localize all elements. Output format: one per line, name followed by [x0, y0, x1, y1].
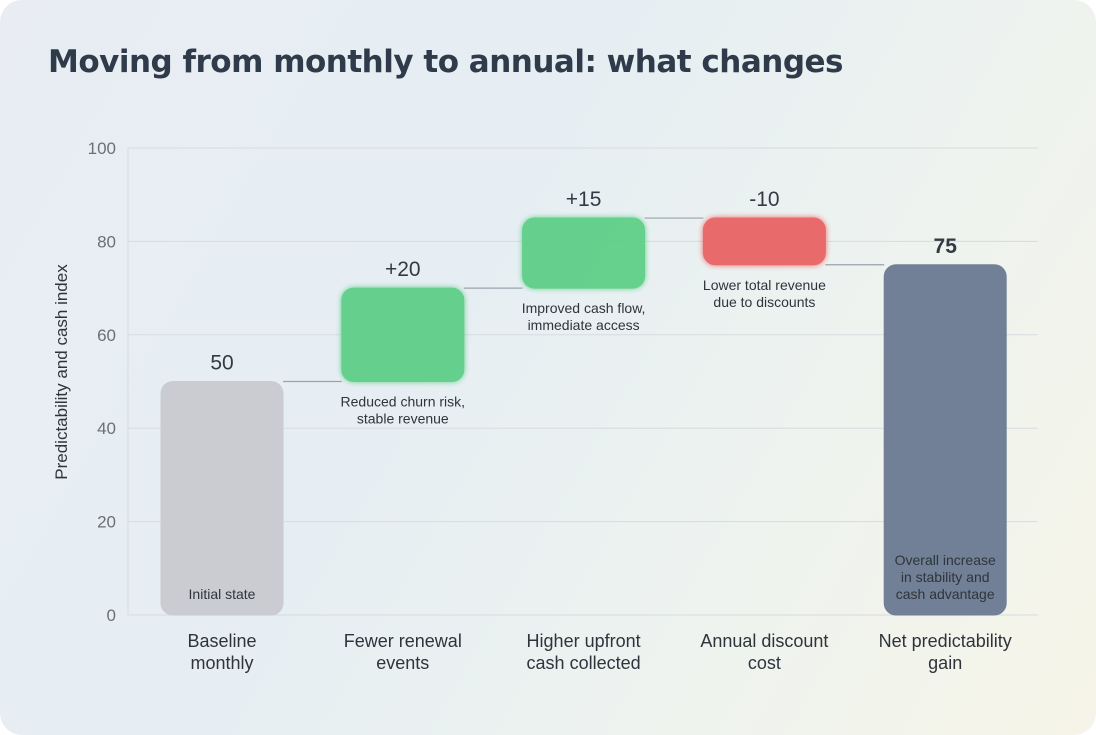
y-tick-label: 60	[97, 326, 116, 345]
data-label: +20	[385, 258, 421, 281]
x-tick-label: Higher upfront	[527, 631, 641, 651]
x-tick-label: Baseline	[187, 631, 256, 651]
data-label: +15	[566, 188, 602, 211]
x-tick-label: monthly	[190, 653, 253, 673]
x-tick-label: Fewer renewal	[344, 631, 462, 651]
y-tick-label: 20	[97, 513, 116, 532]
x-tick-label: gain	[928, 653, 962, 673]
y-axis-label: Predictability and cash index	[52, 264, 71, 480]
bar-annotation: Improved cash flow,	[522, 300, 646, 316]
y-tick-label: 80	[97, 232, 116, 251]
bar-total	[160, 381, 284, 616]
bar-annotation: cash advantage	[896, 586, 995, 602]
bar-annotation: in stability and	[901, 569, 990, 585]
data-label: 50	[210, 352, 233, 375]
bar-annotation: immediate access	[528, 317, 640, 333]
y-tick-label: 40	[97, 419, 116, 438]
chart-title: Moving from monthly to annual: what chan…	[48, 44, 844, 80]
bar-annotation: Initial state	[189, 586, 256, 602]
data-label: 75	[934, 235, 958, 258]
x-tick-label: cost	[748, 653, 781, 673]
x-tick-label: Annual discount	[700, 631, 828, 651]
bar-annotation: Reduced churn risk,	[341, 394, 466, 410]
bar-annotation: stable revenue	[357, 411, 449, 427]
bar-annotation: Overall increase	[895, 552, 996, 568]
bar-increase	[341, 287, 465, 383]
bar-annotation: Lower total revenue	[703, 277, 826, 293]
bar-increase	[522, 217, 646, 289]
x-tick-label: Net predictability	[879, 631, 1012, 651]
bar-annotation: due to discounts	[713, 294, 815, 310]
y-tick-label: 100	[88, 139, 116, 158]
data-label: -10	[749, 188, 779, 211]
y-tick-label: 0	[107, 606, 116, 625]
x-tick-label: events	[376, 653, 429, 673]
x-tick-label: cash collected	[527, 653, 641, 673]
bar-total	[883, 264, 1007, 616]
bar-decrease	[702, 217, 826, 266]
